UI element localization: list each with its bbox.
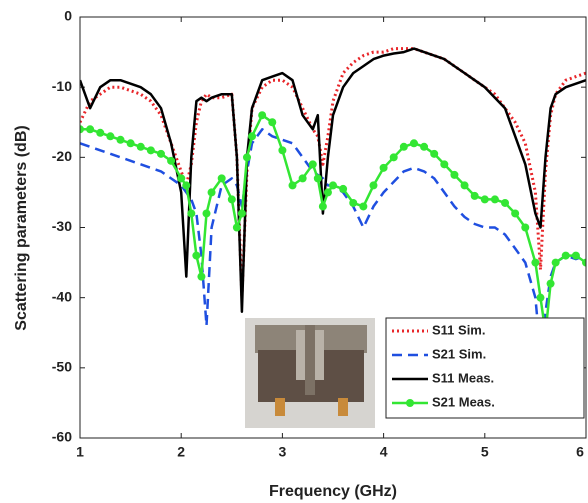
series-marker	[202, 209, 211, 218]
y-tick-label: -10	[52, 78, 72, 94]
series-marker	[389, 153, 398, 162]
series-marker	[242, 153, 251, 162]
series-marker	[258, 111, 267, 120]
series-marker	[359, 202, 368, 211]
series-marker	[268, 118, 277, 127]
series-marker	[420, 142, 429, 151]
series-marker	[96, 128, 105, 137]
x-tick-label: 4	[380, 444, 388, 460]
series-line	[80, 47, 586, 313]
series-marker	[409, 139, 418, 148]
inset-photo	[245, 318, 375, 428]
series-marker	[232, 223, 241, 232]
series-marker	[329, 181, 337, 190]
series-marker	[278, 146, 287, 155]
y-tick-label: -40	[52, 288, 72, 304]
series-marker	[182, 181, 191, 190]
series-marker	[248, 132, 257, 141]
y-axis-label: Scattering parameters (dB)	[13, 125, 30, 330]
series-marker	[227, 195, 236, 204]
series-marker	[536, 293, 545, 302]
x-tick-label: 6	[576, 444, 584, 460]
legend-label: S21 Meas.	[432, 394, 495, 409]
series-marker	[582, 258, 586, 267]
series-marker	[521, 223, 530, 232]
series-marker	[546, 279, 555, 288]
series-marker	[490, 195, 499, 204]
y-tick-label: -30	[52, 218, 72, 234]
series-marker	[146, 146, 155, 155]
legend-label: S11 Meas.	[432, 370, 494, 385]
y-tick-label: 0	[64, 8, 72, 24]
series-marker	[177, 174, 186, 183]
series-marker	[571, 251, 580, 260]
legend-label: S11 Sim.	[432, 322, 485, 337]
series-marker	[551, 258, 560, 267]
series-marker	[349, 198, 358, 207]
series-marker	[399, 142, 408, 151]
x-tick-label: 3	[279, 444, 287, 460]
x-tick-label: 2	[177, 444, 185, 460]
plot-lines	[80, 47, 586, 356]
series-marker	[450, 170, 459, 179]
x-tick-label: 5	[481, 444, 489, 460]
series-marker	[116, 135, 125, 144]
series-marker	[313, 174, 322, 183]
series-marker	[369, 181, 378, 190]
series-marker	[86, 125, 95, 134]
series-marker	[480, 195, 489, 204]
series-marker	[501, 198, 510, 207]
legend-marker	[406, 399, 414, 407]
series-marker	[192, 251, 201, 260]
x-tick-label: 1	[76, 444, 84, 460]
series-marker	[440, 160, 449, 169]
series-marker	[167, 156, 176, 165]
series-marker	[126, 139, 135, 148]
series-marker	[156, 149, 165, 158]
legend-label: S21 Sim.	[432, 346, 486, 361]
series-marker	[339, 184, 348, 193]
series-marker	[531, 258, 540, 267]
legend: S11 Sim. S21 Sim. S11 Meas. S21 Meas.	[385, 317, 585, 419]
series-marker	[80, 125, 84, 134]
x-axis-label: Frequency (GHz)	[269, 483, 397, 500]
y-tick-label: -20	[52, 148, 72, 164]
series-marker	[197, 272, 206, 281]
series-marker	[379, 163, 388, 172]
series-marker	[308, 160, 317, 169]
y-tick-label: -50	[52, 359, 72, 375]
series-marker	[511, 209, 520, 218]
legend-box	[385, 317, 585, 419]
series-marker	[318, 202, 327, 211]
series-marker	[470, 191, 479, 200]
series-marker	[106, 132, 115, 141]
series-marker	[298, 174, 307, 183]
series-marker	[460, 181, 469, 190]
series-marker	[288, 181, 297, 190]
series-marker	[217, 174, 226, 183]
series-marker	[561, 251, 570, 260]
series-marker	[207, 188, 216, 197]
series-marker	[323, 188, 332, 197]
series-marker	[136, 142, 145, 151]
y-tick-label: -60	[52, 429, 72, 445]
plot-frame	[79, 16, 587, 439]
series-marker	[430, 149, 439, 158]
series-marker	[187, 209, 196, 218]
series-marker	[237, 209, 246, 218]
